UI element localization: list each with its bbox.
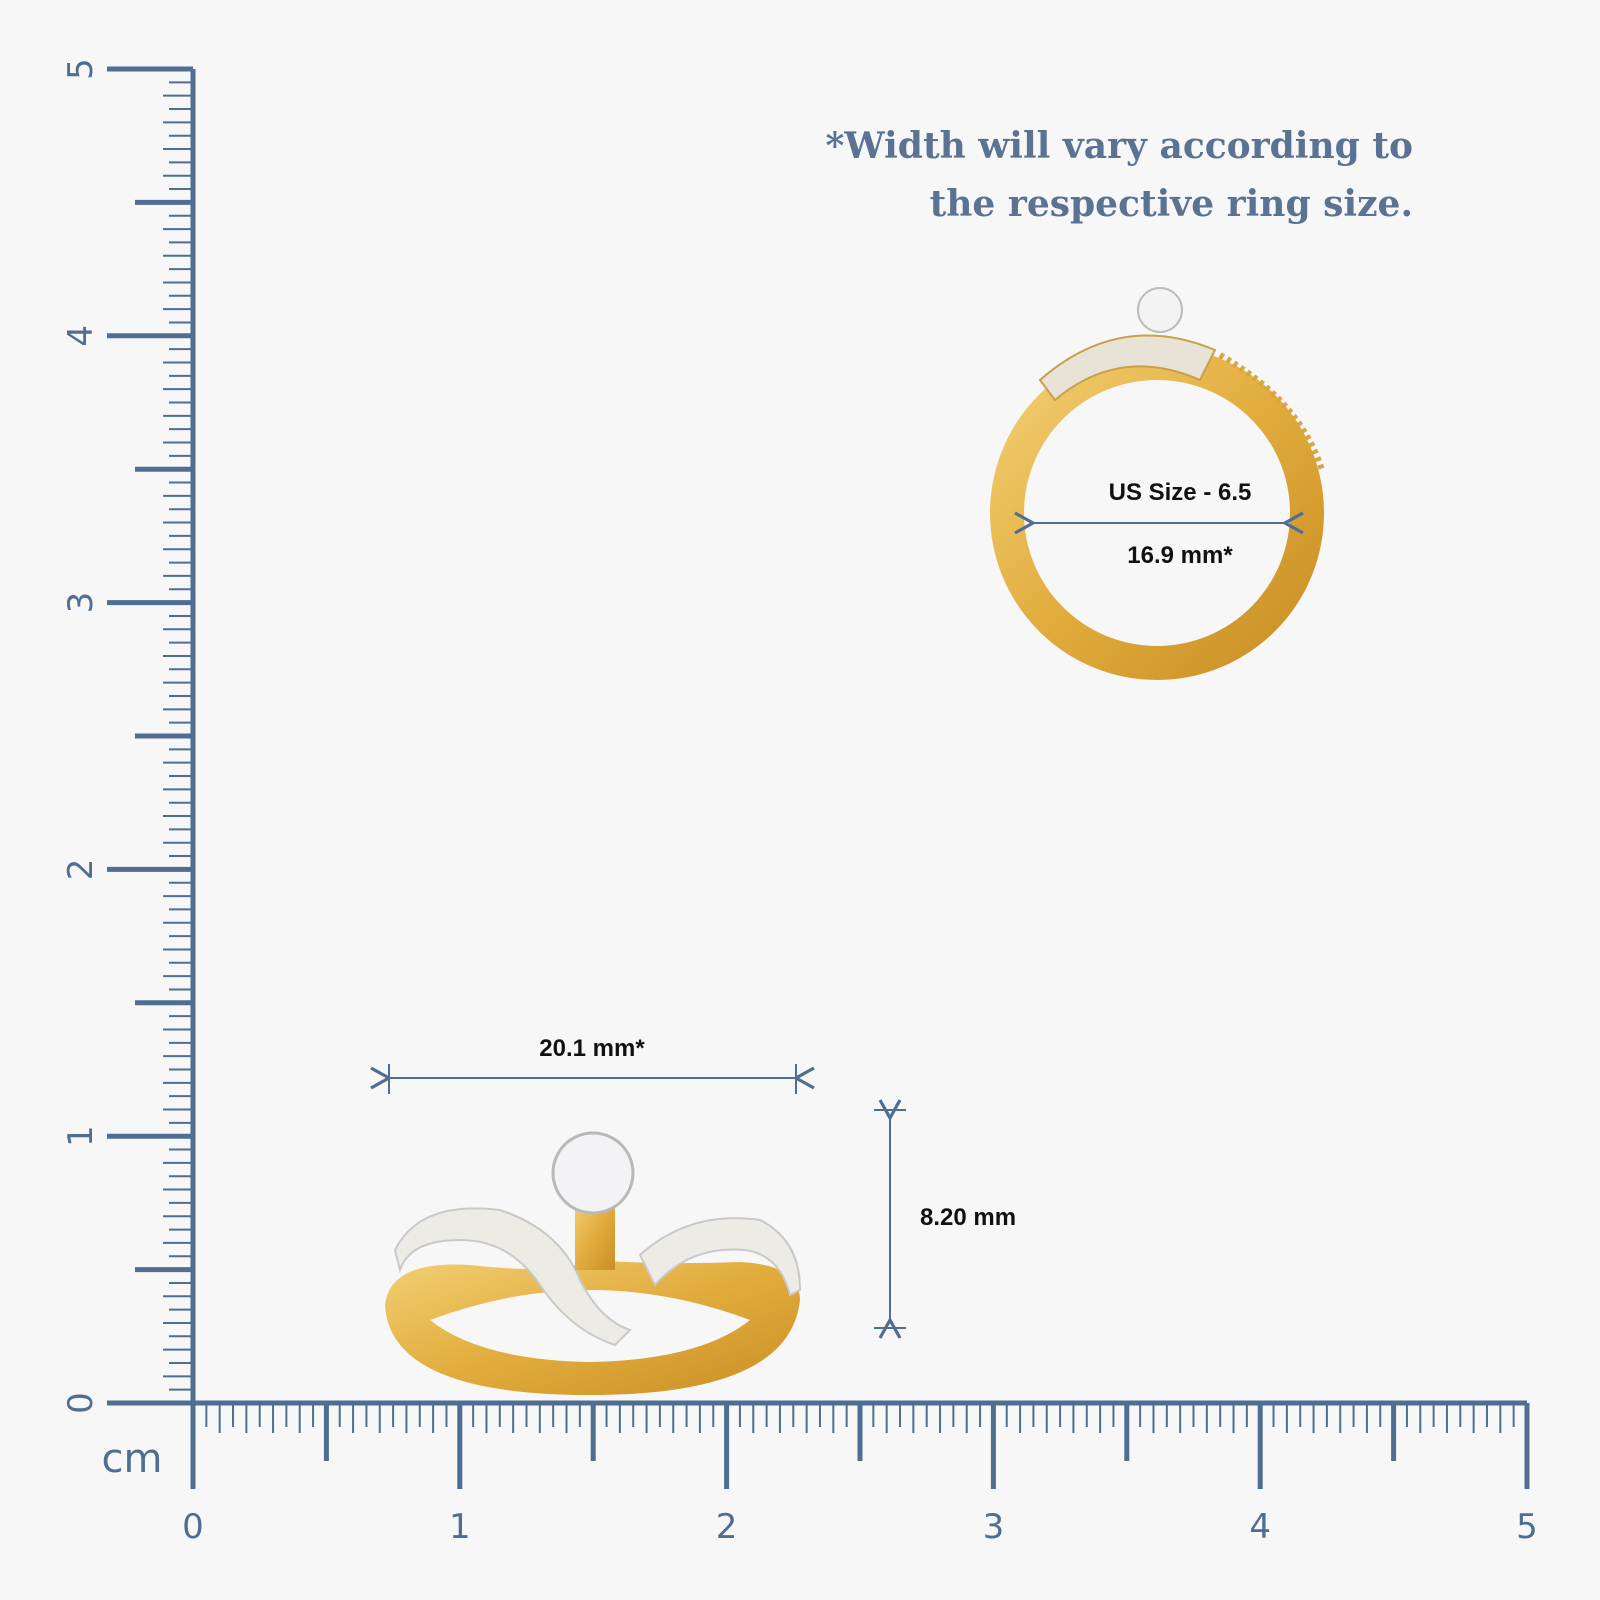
y-tick-label: 4: [61, 325, 101, 347]
y-tick-label: 2: [61, 859, 101, 881]
x-tick-label: 4: [1249, 1507, 1271, 1547]
y-tick-label: 0: [61, 1392, 101, 1414]
height-label: 8.20 mm: [920, 1204, 1016, 1231]
x-tick-label: 3: [983, 1507, 1005, 1547]
y-tick-label: 1: [61, 1125, 101, 1147]
ring-side-view: [385, 1131, 802, 1395]
x-tick-label: 0: [182, 1507, 204, 1547]
size-label: US Size - 6.5: [1109, 479, 1252, 506]
y-tick-label: 5: [61, 58, 101, 80]
y-tick-label: 3: [61, 592, 101, 614]
ring-top-view: [990, 287, 1325, 680]
width-label: 20.1 mm*: [539, 1035, 645, 1062]
rulers: 0 0 1 1 2 2 3 3 4 4 5 5: [61, 58, 1538, 1547]
diameter-label: 16.9 mm*: [1127, 542, 1233, 569]
unit-label: cm: [102, 1436, 163, 1482]
x-tick-label: 2: [716, 1507, 738, 1547]
note-line: the respective ring size.: [930, 183, 1413, 225]
note-line: *Width will vary according to: [825, 125, 1413, 167]
x-tick-label: 5: [1516, 1507, 1538, 1547]
x-tick-label: 1: [449, 1507, 471, 1547]
